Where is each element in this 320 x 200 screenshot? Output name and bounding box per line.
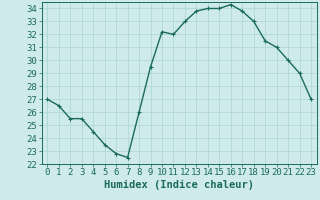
X-axis label: Humidex (Indice chaleur): Humidex (Indice chaleur) [104, 180, 254, 190]
